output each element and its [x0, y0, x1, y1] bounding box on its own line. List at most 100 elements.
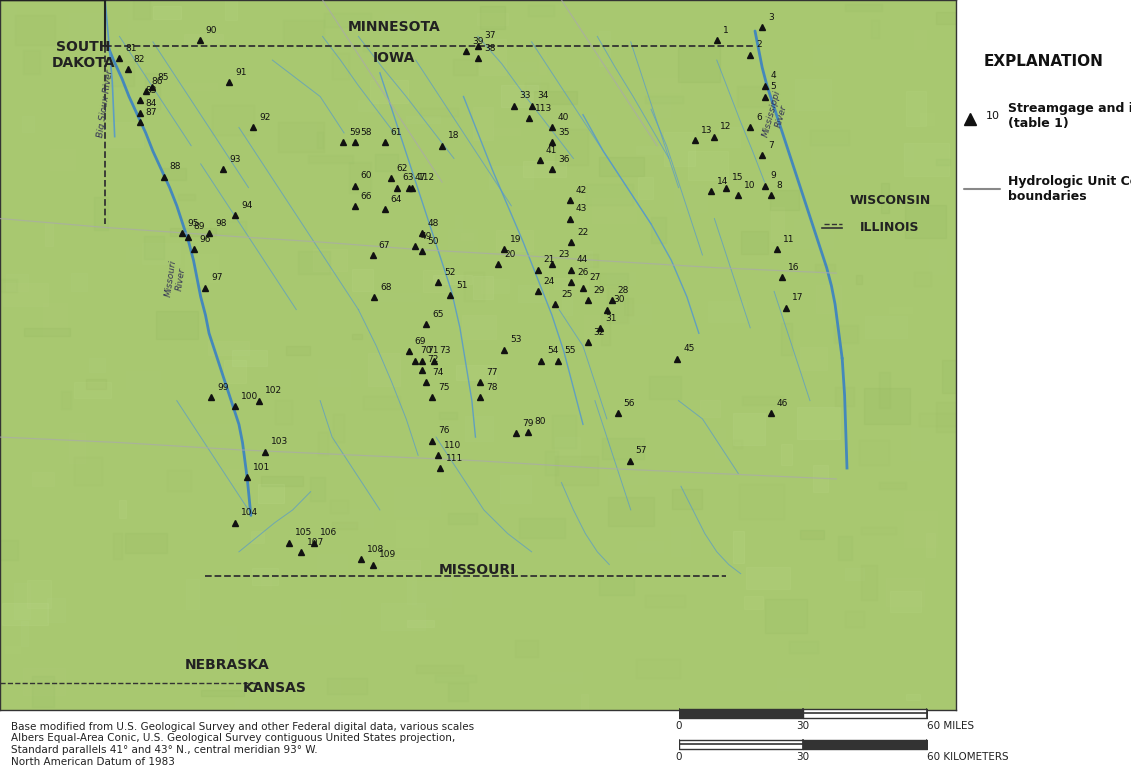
Bar: [219, 625, 235, 654]
Bar: [614, 304, 650, 324]
Bar: [179, 83, 217, 90]
Text: 74: 74: [432, 368, 443, 378]
Bar: [482, 279, 509, 293]
Text: 25: 25: [561, 290, 572, 299]
Text: IOWA: IOWA: [373, 51, 415, 66]
Text: 63: 63: [403, 173, 414, 182]
Bar: [926, 533, 935, 557]
Bar: [552, 415, 576, 449]
Bar: [465, 415, 493, 441]
Bar: [811, 143, 849, 174]
Bar: [126, 247, 139, 263]
Text: 16: 16: [788, 262, 800, 272]
Bar: [170, 228, 216, 236]
Text: 98: 98: [215, 218, 226, 228]
Text: 68: 68: [380, 283, 391, 292]
Bar: [448, 513, 476, 523]
Bar: [15, 584, 29, 618]
Bar: [865, 316, 907, 337]
Text: 64: 64: [390, 195, 402, 204]
Bar: [780, 444, 792, 466]
Bar: [651, 338, 664, 355]
Bar: [23, 668, 64, 695]
Bar: [794, 218, 834, 248]
Text: 87: 87: [146, 108, 157, 117]
Bar: [66, 320, 88, 356]
Text: 72: 72: [428, 355, 439, 364]
Bar: [789, 641, 818, 653]
Bar: [645, 594, 685, 607]
Text: 57: 57: [636, 446, 647, 455]
Bar: [834, 325, 858, 343]
Bar: [340, 509, 373, 527]
Bar: [555, 437, 580, 459]
Bar: [359, 100, 378, 111]
Bar: [904, 143, 949, 176]
Text: 34: 34: [537, 91, 549, 100]
Bar: [585, 315, 608, 339]
Bar: [733, 412, 765, 445]
Text: Streamgage and identifier
(table 1): Streamgage and identifier (table 1): [1008, 103, 1131, 130]
Bar: [864, 388, 910, 424]
Bar: [286, 347, 310, 355]
Bar: [74, 457, 102, 486]
Text: 27: 27: [589, 273, 601, 283]
Bar: [126, 371, 161, 389]
Bar: [156, 311, 198, 340]
Text: 23: 23: [558, 250, 569, 259]
Bar: [550, 115, 596, 131]
Bar: [224, 361, 247, 383]
Bar: [469, 159, 481, 174]
Text: 51: 51: [456, 281, 468, 290]
Text: 69: 69: [415, 337, 426, 346]
Bar: [638, 540, 663, 552]
Bar: [914, 272, 931, 286]
Bar: [791, 83, 814, 106]
Bar: [672, 489, 702, 510]
Text: 30: 30: [613, 296, 624, 304]
Text: 17: 17: [792, 293, 803, 303]
Bar: [518, 285, 547, 303]
Bar: [905, 205, 947, 238]
Bar: [741, 231, 768, 254]
Bar: [461, 315, 497, 340]
Bar: [368, 353, 400, 386]
Bar: [645, 96, 683, 103]
Text: EXPLANATION: EXPLANATION: [984, 54, 1103, 69]
Text: 47: 47: [415, 173, 426, 182]
Text: 101: 101: [253, 463, 270, 472]
Text: 103: 103: [271, 438, 288, 446]
Text: 100: 100: [241, 392, 259, 401]
Text: 85: 85: [157, 73, 170, 82]
Bar: [235, 699, 248, 720]
Bar: [719, 127, 740, 147]
Bar: [765, 599, 808, 633]
Bar: [185, 254, 217, 282]
Text: 0: 0: [675, 721, 682, 731]
Text: 37: 37: [484, 31, 495, 40]
Bar: [375, 293, 421, 302]
Bar: [616, 635, 650, 650]
Bar: [675, 247, 719, 267]
Bar: [48, 92, 95, 118]
Bar: [331, 53, 349, 79]
Bar: [433, 276, 472, 284]
Bar: [809, 696, 836, 715]
Bar: [554, 456, 598, 486]
Text: 97: 97: [211, 273, 223, 283]
Bar: [562, 282, 571, 314]
Text: 99: 99: [217, 383, 228, 391]
Bar: [374, 154, 398, 171]
Bar: [301, 599, 339, 624]
Bar: [768, 117, 795, 122]
Bar: [782, 323, 793, 355]
Bar: [27, 580, 51, 608]
Bar: [708, 301, 746, 322]
Bar: [812, 45, 838, 65]
Bar: [801, 347, 827, 371]
Text: 30: 30: [796, 752, 810, 762]
Text: 76: 76: [439, 426, 450, 435]
Text: 73: 73: [440, 347, 451, 355]
Bar: [465, 272, 484, 301]
Text: 19: 19: [510, 235, 521, 244]
